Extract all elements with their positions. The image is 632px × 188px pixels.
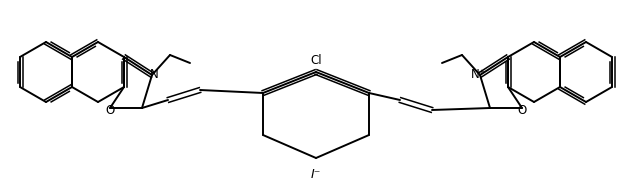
Text: O: O	[106, 104, 114, 117]
Text: N: N	[150, 68, 159, 82]
Text: Cl: Cl	[310, 54, 322, 67]
Text: I⁻: I⁻	[311, 168, 321, 181]
Text: O: O	[518, 104, 526, 117]
Text: N⁺: N⁺	[471, 68, 485, 82]
